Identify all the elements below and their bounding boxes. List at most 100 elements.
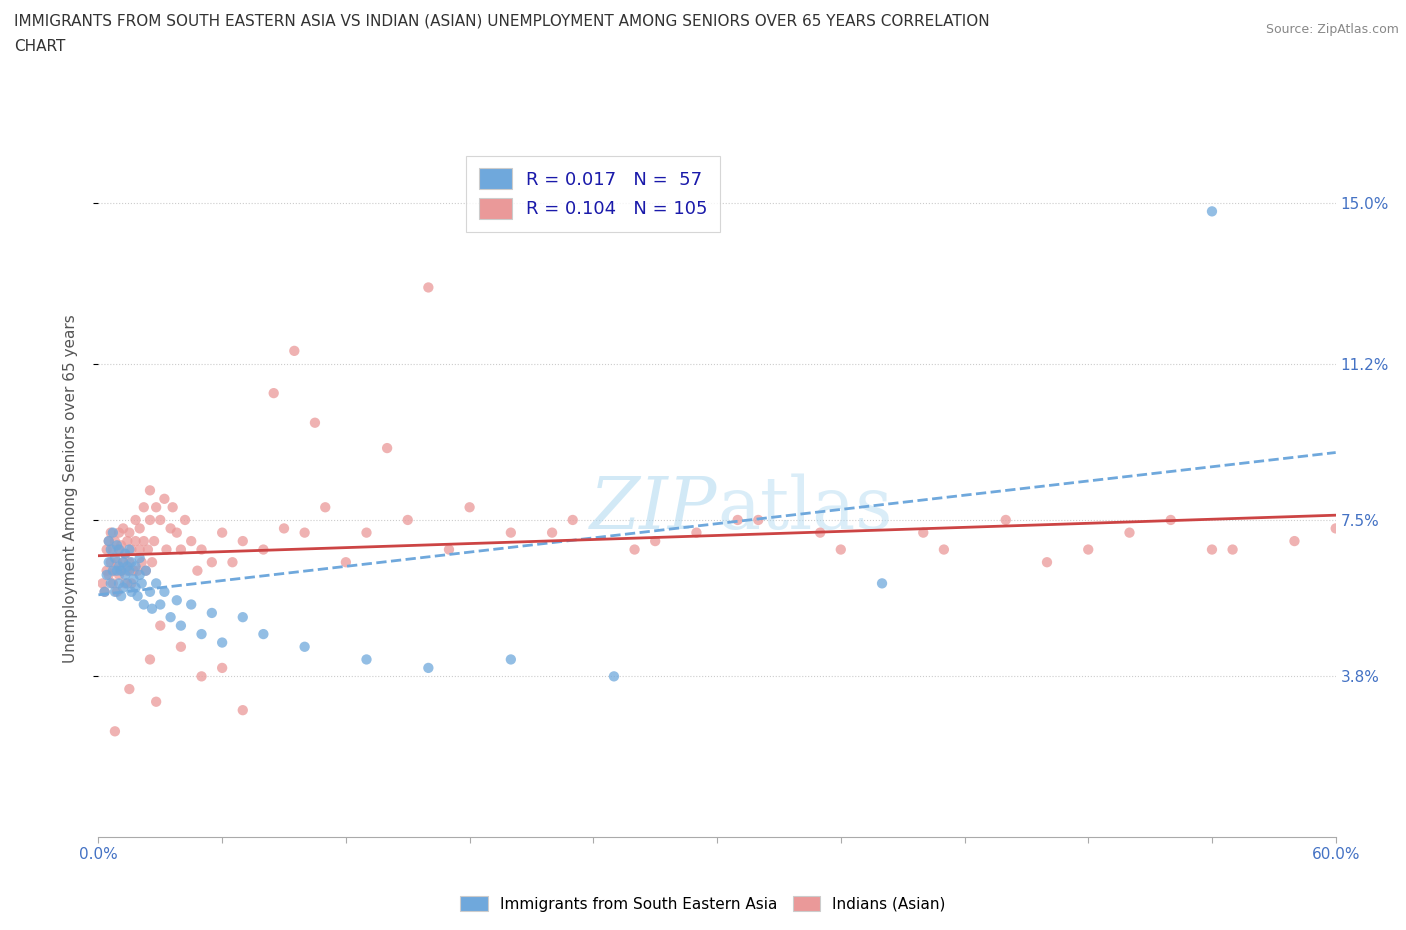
Point	[273, 521, 295, 536]
Point	[252, 542, 274, 557]
Point	[104, 534, 127, 549]
Point	[131, 555, 153, 570]
Point	[603, 669, 626, 684]
Point	[112, 521, 135, 536]
Point	[170, 542, 193, 557]
Point	[418, 660, 440, 675]
Point	[180, 534, 202, 549]
Point	[120, 584, 142, 599]
Point	[747, 512, 769, 527]
Point	[561, 512, 583, 527]
Point	[145, 499, 167, 514]
Point	[104, 584, 127, 599]
Point	[100, 542, 122, 557]
Point	[190, 627, 212, 642]
Point	[1324, 521, 1347, 536]
Point	[149, 618, 172, 633]
Point	[91, 576, 114, 591]
Point	[136, 542, 159, 557]
Point	[1077, 542, 1099, 557]
Point	[112, 580, 135, 595]
Point	[120, 542, 142, 557]
Point	[145, 576, 167, 591]
Point	[114, 546, 136, 561]
Point	[93, 584, 115, 599]
Point	[294, 525, 316, 540]
Point	[117, 534, 139, 549]
Point	[128, 521, 150, 536]
Point	[252, 627, 274, 642]
Point	[128, 542, 150, 557]
Point	[304, 416, 326, 431]
Point	[143, 534, 166, 549]
Point	[112, 555, 135, 570]
Point	[994, 512, 1017, 527]
Point	[97, 534, 120, 549]
Point	[221, 555, 243, 570]
Point	[124, 580, 146, 595]
Point	[128, 567, 150, 582]
Point	[139, 512, 162, 527]
Point	[190, 669, 212, 684]
Point	[118, 542, 141, 557]
Point	[283, 343, 305, 358]
Point	[118, 564, 141, 578]
Point	[685, 525, 707, 540]
Point	[139, 652, 162, 667]
Point	[159, 610, 181, 625]
Point	[108, 567, 131, 582]
Point	[104, 564, 127, 578]
Point	[356, 525, 378, 540]
Point	[96, 564, 118, 578]
Point	[104, 551, 127, 565]
Point	[124, 534, 146, 549]
Point	[120, 576, 142, 591]
Point	[170, 639, 193, 654]
Point	[1201, 542, 1223, 557]
Point	[100, 555, 122, 570]
Point	[232, 610, 254, 625]
Point	[105, 584, 128, 599]
Point	[118, 555, 141, 570]
Point	[396, 512, 419, 527]
Point	[110, 564, 132, 578]
Point	[912, 525, 935, 540]
Point	[499, 525, 522, 540]
Point	[105, 555, 128, 570]
Point	[186, 564, 208, 578]
Point	[124, 559, 146, 574]
Point	[232, 534, 254, 549]
Legend: R = 0.017   N =  57, R = 0.104   N = 105: R = 0.017 N = 57, R = 0.104 N = 105	[467, 155, 720, 232]
Point	[437, 542, 460, 557]
Point	[122, 572, 145, 587]
Point	[211, 660, 233, 675]
Point	[190, 542, 212, 557]
Point	[335, 555, 357, 570]
Point	[153, 584, 176, 599]
Point	[132, 597, 155, 612]
Point	[118, 682, 141, 697]
Point	[170, 618, 193, 633]
Point	[174, 512, 197, 527]
Point	[96, 567, 118, 582]
Point	[132, 534, 155, 549]
Point	[118, 525, 141, 540]
Point	[727, 512, 749, 527]
Point	[830, 542, 852, 557]
Text: IMMIGRANTS FROM SOUTH EASTERN ASIA VS INDIAN (ASIAN) UNEMPLOYMENT AMONG SENIORS : IMMIGRANTS FROM SOUTH EASTERN ASIA VS IN…	[14, 14, 990, 29]
Point	[97, 534, 120, 549]
Point	[808, 525, 831, 540]
Point	[120, 555, 142, 570]
Point	[263, 386, 285, 401]
Point	[110, 538, 132, 552]
Point	[153, 491, 176, 506]
Point	[162, 499, 184, 514]
Point	[139, 483, 162, 498]
Point	[114, 576, 136, 591]
Point	[155, 542, 177, 557]
Point	[870, 576, 893, 591]
Point	[117, 576, 139, 591]
Point	[149, 512, 172, 527]
Point	[101, 525, 124, 540]
Point	[100, 525, 122, 540]
